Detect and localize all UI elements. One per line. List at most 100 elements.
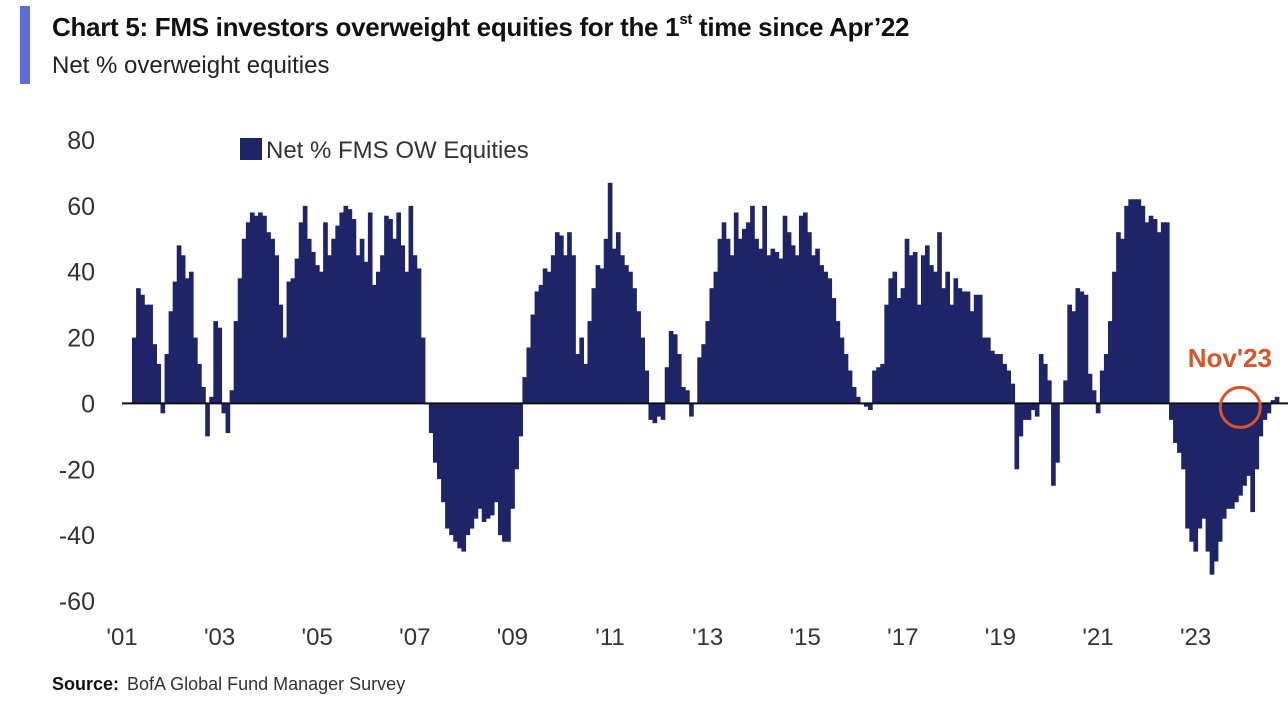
bar xyxy=(1164,222,1170,404)
bar xyxy=(1270,400,1276,404)
bar xyxy=(835,321,841,404)
bar xyxy=(376,271,381,404)
bar xyxy=(823,271,828,404)
bar xyxy=(327,255,332,404)
bar xyxy=(176,245,182,404)
bar xyxy=(457,403,462,549)
bar xyxy=(591,288,597,404)
bar xyxy=(843,354,849,404)
bar xyxy=(709,288,715,404)
bar xyxy=(1014,403,1020,470)
y-tick-label: -20 xyxy=(59,456,95,484)
bar xyxy=(668,330,674,404)
bar xyxy=(644,370,650,404)
bar xyxy=(1181,403,1186,470)
bar xyxy=(689,403,694,417)
bar xyxy=(1225,403,1231,509)
x-tick-label: '17 xyxy=(887,624,918,651)
bar xyxy=(754,238,759,404)
bar xyxy=(416,268,422,404)
bar xyxy=(725,238,731,404)
bar xyxy=(1185,403,1190,529)
bar xyxy=(1079,291,1085,404)
legend-swatch xyxy=(240,138,262,160)
bar xyxy=(1156,232,1162,404)
bar xyxy=(794,255,800,404)
bar xyxy=(229,390,235,404)
bar xyxy=(355,255,361,404)
bar xyxy=(583,363,589,404)
bar xyxy=(347,209,353,404)
bar xyxy=(392,238,397,404)
bar xyxy=(396,212,401,404)
bar xyxy=(884,304,889,404)
bar xyxy=(1136,199,1142,404)
bar xyxy=(1238,403,1243,496)
y-tick-label: 60 xyxy=(67,193,95,221)
x-tick-label: '05 xyxy=(302,624,333,651)
bar xyxy=(136,288,141,404)
bar xyxy=(737,238,743,404)
bar xyxy=(819,265,824,404)
bar xyxy=(648,403,654,420)
bar xyxy=(786,232,792,404)
bar xyxy=(1209,403,1215,575)
bar xyxy=(620,255,625,404)
x-tick-label: '23 xyxy=(1180,624,1211,651)
bar xyxy=(1091,390,1097,404)
bar xyxy=(404,271,410,404)
bar xyxy=(481,403,487,522)
bar xyxy=(880,363,885,404)
bar xyxy=(900,288,906,404)
bar xyxy=(546,271,552,404)
bar xyxy=(1201,403,1207,519)
bar xyxy=(323,222,328,404)
bar xyxy=(1071,311,1077,404)
bar xyxy=(473,403,479,519)
bar xyxy=(164,354,170,404)
bar xyxy=(554,232,560,404)
bar xyxy=(892,271,898,404)
bar xyxy=(868,403,873,411)
bar xyxy=(672,334,678,404)
bar xyxy=(1034,403,1040,417)
bar xyxy=(790,245,796,404)
bar xyxy=(1262,403,1268,420)
bar xyxy=(310,251,316,404)
bar xyxy=(611,248,617,404)
bar xyxy=(953,278,959,404)
bar xyxy=(949,304,955,404)
bar xyxy=(201,386,206,404)
bar xyxy=(1230,403,1235,509)
bar xyxy=(270,238,275,404)
chart-title-text: Chart 5: FMS investors overweight equiti… xyxy=(52,12,680,42)
bar xyxy=(132,337,137,404)
bar xyxy=(981,337,987,404)
bar xyxy=(1250,403,1255,513)
bar xyxy=(461,403,467,552)
bar xyxy=(294,258,300,404)
bar xyxy=(217,327,223,404)
bar xyxy=(510,403,515,509)
bar xyxy=(798,215,804,404)
bar xyxy=(831,298,837,404)
bar xyxy=(1055,403,1060,463)
bar xyxy=(925,245,930,404)
bar xyxy=(400,245,406,404)
y-tick-label: -40 xyxy=(59,522,95,550)
bar xyxy=(1095,403,1101,414)
bar xyxy=(542,268,548,404)
bar xyxy=(908,255,914,404)
bar xyxy=(221,403,227,414)
bar xyxy=(408,205,414,404)
bar xyxy=(729,255,735,404)
bar xyxy=(1099,370,1105,404)
bar xyxy=(205,403,210,437)
source-label: Source: xyxy=(52,674,120,694)
bar xyxy=(811,255,816,404)
bar xyxy=(713,271,719,404)
bar xyxy=(721,222,727,404)
bar xyxy=(1124,205,1129,404)
bar xyxy=(599,268,605,404)
